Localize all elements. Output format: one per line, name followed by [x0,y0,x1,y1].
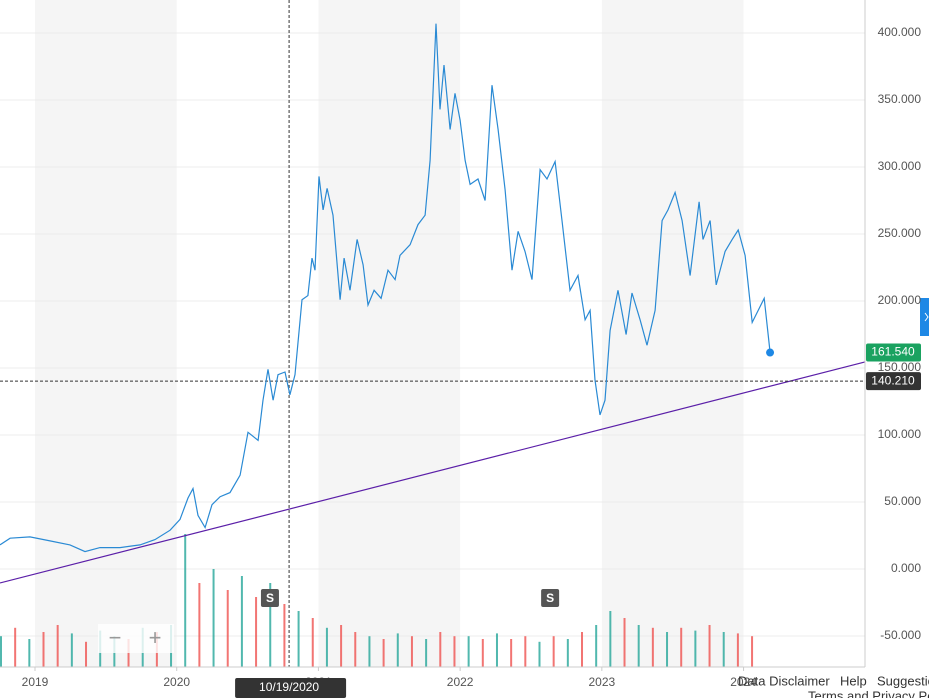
last-point [766,348,775,357]
volume-bar [651,627,654,667]
price-line [0,23,771,553]
volume-bar [240,576,243,667]
footer-link[interactable]: Help [840,673,867,688]
crosshair-y-label: 140.210 [871,373,915,387]
trendline [0,361,866,584]
volume-bar [184,534,187,667]
volume-bar [680,627,683,667]
side-tab[interactable] [920,298,929,336]
y-tick-label: 50.000 [884,494,921,508]
volume-bar [453,636,456,667]
y-tick-label: 150.000 [878,360,922,374]
volume-bar [255,597,258,667]
volume-bar [439,632,442,667]
volume-bar [467,636,470,667]
volume-bar [481,639,484,667]
volume-bar [311,618,314,667]
side-tab-arrow [924,312,929,322]
volume-bar [226,590,229,667]
volume-bar [566,639,569,667]
volume-bar [297,611,300,667]
year-band [318,0,461,667]
volume-bar [666,632,669,667]
volume-bar [595,625,598,667]
x-tick-label: 2020 [163,675,190,689]
y-tick-label: 250.000 [878,226,922,240]
event-marker-label: S [266,591,274,605]
volume-bar [325,627,328,667]
crosshair-x-box [235,678,347,698]
crosshair-y-box [866,372,921,391]
volume-bar [524,636,527,667]
volume-bar [538,641,541,667]
volume-bar [56,625,59,667]
zoom-out[interactable]: − [109,625,122,650]
volume-bar [637,625,640,667]
crosshair-x-label: 10/19/2020 [259,680,319,694]
volume-bar [283,604,286,667]
volume-bar [368,636,371,667]
volume-bar [694,630,697,667]
volume-bar [751,636,754,667]
volume-bar [212,569,215,667]
volume-bar [609,611,612,667]
y-tick-label: 0.000 [891,561,921,575]
volume-bar [354,632,357,667]
y-tick-label: -50.000 [880,628,921,642]
volume-bar [623,618,626,667]
volume-bar [85,641,88,667]
zoom-controls: − + [98,624,174,653]
volume-bar [269,583,272,667]
footer-link[interactable]: Terms and Privacy Policy [808,688,929,698]
x-tick-label: 2022 [447,675,474,689]
x-tick-label: 2024 [730,675,757,689]
event-marker [260,589,279,607]
y-tick-label: 350.000 [878,92,922,106]
y-tick-label: 400.000 [878,25,922,39]
volume-bar [14,627,17,667]
y-tick-label: 200.000 [878,293,922,307]
volume-bar [28,639,31,667]
y-tick-label: 300.000 [878,159,922,173]
price-label: 161.540 [871,345,915,359]
zoom-in[interactable]: + [149,625,162,650]
zoom-panel [98,624,174,653]
y-tick-label: 100.000 [878,427,922,441]
volume-bar [425,639,428,667]
volume-bar [70,633,73,667]
volume-bar [0,636,2,667]
x-tick-label: 2019 [22,675,49,689]
volume-bar [42,632,45,667]
footer-link[interactable]: Data Disclaimer [738,673,830,688]
event-marker [541,589,560,607]
volume-bar [552,636,555,667]
footer-link[interactable]: Suggestions [877,673,929,688]
volume-bar [510,639,513,667]
volume-bar [198,583,201,667]
volume-bar [722,632,725,667]
volume-bar [382,639,385,667]
x-tick-label: 2023 [588,675,615,689]
event-marker-label: S [546,591,554,605]
volume-bar [340,625,343,667]
volume-bar [708,625,711,667]
volume-bar [396,633,399,667]
price-label-box [866,343,921,362]
volume-bar [581,632,584,667]
volume-bar [495,633,498,667]
volume-bar [736,633,739,667]
volume-bar [410,636,413,667]
